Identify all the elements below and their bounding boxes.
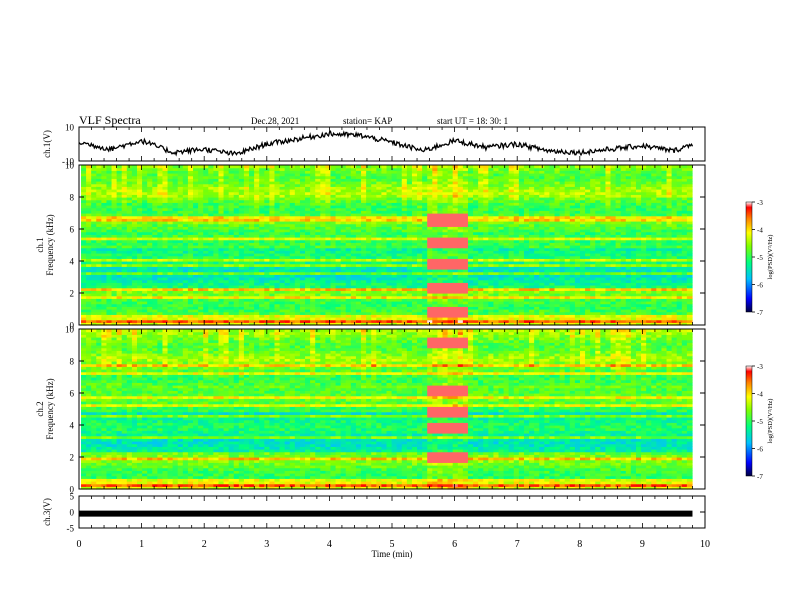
xtick-label-9: 9 [640, 539, 645, 550]
xtick-label-3: 3 [264, 539, 269, 550]
ytick-label-3-2: 4 [70, 421, 75, 431]
xtick-label-1: 1 [139, 539, 144, 550]
panel-frame-1 [79, 127, 705, 161]
y-axis-label-3-0: ch.2 [35, 401, 45, 416]
colorbar-tick-1-4: -7 [757, 309, 763, 317]
xtick-label-7: 7 [515, 539, 520, 550]
vlf-spectra-figure: 10-100246810024681050-5ch.1(V)ch.1 Freque… [0, 0, 792, 612]
ytick-label-2-3: 6 [70, 225, 75, 235]
ytick-label-2-2: 4 [70, 257, 75, 267]
ytick-label-3-3: 6 [70, 389, 75, 399]
colorbar-1 [746, 202, 752, 312]
colorbar-tick-2-2: -5 [757, 418, 763, 426]
x-axis-label: Time (min) [372, 549, 413, 559]
y-axis-label-3-1: Frequency (kHz) [45, 378, 55, 439]
xtick-label-6: 6 [452, 539, 457, 550]
y-axis-label-2-0: ch.1 [35, 237, 45, 252]
xtick-label-4: 4 [327, 539, 332, 550]
ytick-label-3-5: 10 [65, 325, 75, 335]
ytick-label-2-5: 10 [65, 161, 75, 171]
spectrogram-2-cells [81, 329, 693, 490]
xtick-label-10: 10 [700, 539, 710, 550]
colorbar-tick-1-0: -3 [757, 199, 763, 207]
spectrogram-1-cells [81, 165, 693, 326]
colorbar-tick-1-3: -6 [757, 282, 763, 290]
ytick-label-4-0: 5 [70, 492, 75, 502]
y-axis-label-2-1: Frequency (kHz) [45, 214, 55, 275]
ytick-label-2-1: 2 [70, 289, 75, 299]
colorbar-tick-2-4: -7 [757, 473, 763, 481]
colorbar-label-1: log(PSD)(V²/Hz) [767, 235, 774, 280]
colorbar-label-2: log(PSD)(V²/Hz) [767, 399, 774, 444]
ytick-label-1-0: 10 [65, 123, 75, 133]
ytick-label-3-4: 8 [70, 357, 75, 367]
colorbar-tick-2-3: -6 [757, 446, 763, 454]
colorbar-2 [746, 366, 752, 476]
colorbar-tick-1-1: -4 [757, 227, 763, 235]
ytick-label-4-1: 0 [70, 508, 75, 518]
xtick-label-2: 2 [202, 539, 207, 550]
y-axis-label-4-0: ch.3(V) [42, 498, 52, 526]
ytick-label-2-4: 8 [70, 193, 75, 203]
ytick-label-3-1: 2 [70, 453, 75, 463]
colorbar-tick-2-1: -4 [757, 391, 763, 399]
colorbar-tick-2-0: -3 [757, 363, 763, 371]
y-axis-label-1-0: ch.1(V) [42, 130, 52, 158]
xtick-label-0: 0 [77, 539, 82, 550]
colorbar-tick-1-2: -5 [757, 254, 763, 262]
ytick-label-4-2: -5 [67, 524, 75, 534]
xtick-label-8: 8 [577, 539, 582, 550]
ch1-waveform-line [79, 131, 693, 155]
